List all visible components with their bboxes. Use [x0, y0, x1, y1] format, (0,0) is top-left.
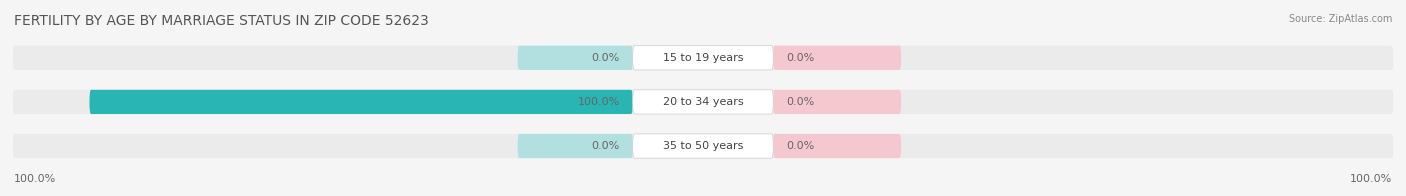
- FancyBboxPatch shape: [633, 134, 773, 158]
- FancyBboxPatch shape: [773, 46, 901, 70]
- FancyBboxPatch shape: [13, 134, 1393, 158]
- FancyBboxPatch shape: [633, 46, 773, 70]
- Text: FERTILITY BY AGE BY MARRIAGE STATUS IN ZIP CODE 52623: FERTILITY BY AGE BY MARRIAGE STATUS IN Z…: [14, 14, 429, 28]
- Text: 0.0%: 0.0%: [786, 141, 814, 151]
- FancyBboxPatch shape: [633, 90, 773, 114]
- FancyBboxPatch shape: [517, 46, 633, 70]
- Text: 0.0%: 0.0%: [592, 53, 620, 63]
- Text: Source: ZipAtlas.com: Source: ZipAtlas.com: [1288, 14, 1392, 24]
- FancyBboxPatch shape: [773, 90, 901, 114]
- FancyBboxPatch shape: [517, 134, 633, 158]
- FancyBboxPatch shape: [13, 46, 1393, 70]
- Text: 15 to 19 years: 15 to 19 years: [662, 53, 744, 63]
- Text: 20 to 34 years: 20 to 34 years: [662, 97, 744, 107]
- Text: 100.0%: 100.0%: [14, 174, 56, 184]
- Text: 0.0%: 0.0%: [786, 53, 814, 63]
- FancyBboxPatch shape: [90, 90, 633, 114]
- FancyBboxPatch shape: [13, 90, 1393, 114]
- FancyBboxPatch shape: [773, 134, 901, 158]
- Text: 100.0%: 100.0%: [578, 97, 620, 107]
- Text: 0.0%: 0.0%: [786, 97, 814, 107]
- Text: 35 to 50 years: 35 to 50 years: [662, 141, 744, 151]
- Text: 100.0%: 100.0%: [1350, 174, 1392, 184]
- Text: 0.0%: 0.0%: [592, 141, 620, 151]
